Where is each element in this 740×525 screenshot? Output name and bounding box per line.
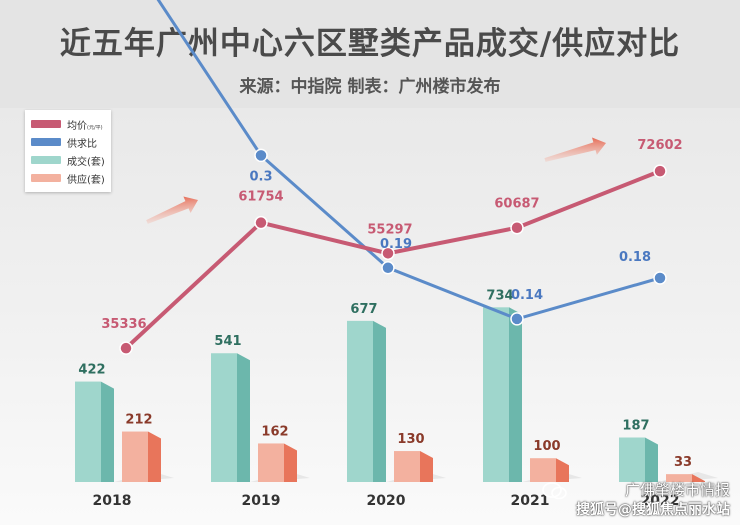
chart-header [0, 0, 740, 108]
chart-subtitle: 来源：中指院 制表：广州楼市发布 [239, 77, 501, 97]
deal-bar-2020-front [347, 320, 373, 482]
x-tick-label: 2022 [641, 493, 680, 509]
price-line [124, 169, 661, 350]
ratio-value-label: 0.18 [619, 250, 651, 265]
x-tick-label: 2020 [367, 493, 406, 509]
ratio-value-label: 0.3 [249, 169, 272, 184]
ratio-value-label: 0.14 [511, 288, 543, 303]
deal-bar-2018-side [101, 381, 114, 482]
legend-label-deals: 成交(套) [67, 157, 105, 168]
price-value-label: 61754 [238, 190, 283, 205]
supply-value-label: 212 [125, 413, 152, 428]
supply-bar-2021 [530, 458, 569, 482]
deal-bar-2018-front [75, 381, 101, 482]
supply-bar-2020-front [394, 451, 420, 482]
deal-bar-2018 [75, 381, 114, 482]
supply-value-label: 130 [397, 432, 424, 447]
chart-title: 近五年广州中心六区墅类产品成交/供应对比 [59, 26, 681, 62]
deal-bar-2019-side [237, 353, 250, 482]
supply-bar-2019-front [258, 443, 284, 482]
supply-value-label: 100 [533, 439, 560, 454]
deal-bar-2021-front [483, 307, 509, 482]
trend-arrow-shape [544, 137, 607, 162]
x-tick-label: 2021 [511, 493, 550, 509]
price-point [119, 341, 133, 355]
deal-value-label: 541 [214, 334, 241, 349]
watermark: 广佛肇楼市情报 搜狐号@搜狐焦点丽水站 [542, 480, 730, 520]
trend-arrow-shape [146, 196, 199, 224]
deal-bar-2020 [347, 320, 386, 482]
legend-label-ratio: 供求比 [67, 139, 97, 150]
ratio-point [510, 312, 524, 326]
supply-bar-2022-side [692, 474, 705, 482]
watermark-line-1: 广佛肇楼市情报 [624, 481, 730, 499]
supply-bar-2018-front [122, 431, 148, 482]
deal-bar-2022-side [645, 437, 658, 482]
deal-value-label: 677 [350, 302, 377, 317]
price-value-label: 60687 [494, 197, 539, 212]
x-tick-label: 2019 [242, 493, 281, 509]
legend-swatch-supply [31, 174, 61, 182]
deal-bar-2022-front [619, 437, 645, 482]
legend-swatch-ratio [31, 138, 61, 146]
trend-arrow [544, 137, 607, 162]
supply-bar-2020-side [420, 451, 433, 482]
price-point [254, 215, 268, 230]
deal-bar-2022 [619, 437, 658, 482]
ratio-point [653, 271, 667, 285]
supply-bar-2021-side [556, 458, 569, 482]
deal-bar-2021-side [509, 307, 522, 482]
legend-swatch-price [31, 120, 61, 128]
supply-bar-2021-front [530, 458, 556, 482]
price-point [653, 164, 667, 178]
legend-label-supply: 供应(套) [67, 175, 105, 186]
deal-bar-2019 [211, 353, 250, 482]
price-value-label: 55297 [367, 222, 412, 237]
supply-bar-2018-side [148, 431, 161, 482]
ratio-point [254, 148, 268, 163]
trend-arrow [146, 196, 199, 224]
deal-value-label: 187 [622, 418, 649, 433]
supply-bar-2019-side [284, 443, 297, 482]
supply-value-label: 33 [674, 455, 692, 470]
deal-value-label: 422 [78, 363, 105, 378]
legend-label-price: 均价(元/平) [67, 121, 103, 132]
price-value-label: 35336 [101, 317, 146, 332]
price-point [381, 246, 395, 261]
legend-swatch-deals [31, 156, 61, 164]
supply-value-label: 162 [261, 424, 288, 439]
ratio-value-label: 0.19 [380, 237, 412, 252]
x-tick-label: 2018 [93, 493, 132, 509]
supply-bar-2020 [394, 451, 433, 482]
price-value-label: 72602 [637, 138, 682, 153]
watermark-line-2: 搜狐号@搜狐焦点丽水站 [576, 502, 730, 518]
deal-value-label: 734 [486, 288, 513, 303]
deal-bar-2020-side [373, 320, 386, 482]
supply-bar-2022-front [666, 474, 692, 482]
ratio-point [381, 261, 395, 275]
price-point [510, 220, 524, 235]
wechat-icon [542, 482, 567, 500]
deal-bar-2021 [483, 307, 522, 482]
supply-bar-2018 [122, 431, 161, 482]
supply-bar-2022 [666, 474, 705, 482]
chart-legend: 均价(元/平) 供求比 成交(套) 供应(套) [25, 110, 111, 192]
supply-bar-2019 [258, 443, 297, 482]
deal-bar-2019-front [211, 353, 237, 482]
